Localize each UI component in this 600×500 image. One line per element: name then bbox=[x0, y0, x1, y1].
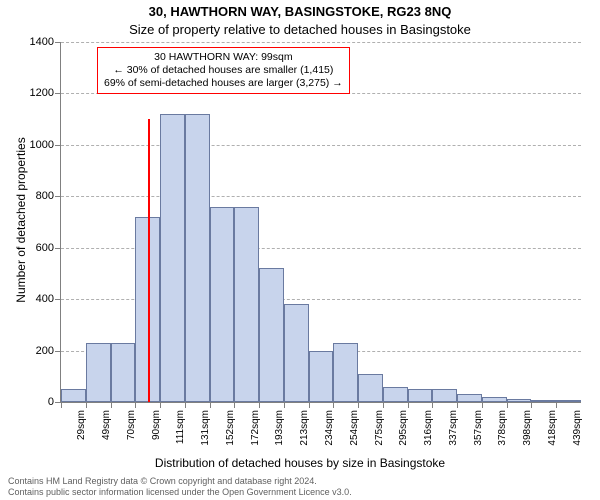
x-tick bbox=[383, 402, 384, 408]
x-tick-label: 378sqm bbox=[497, 410, 508, 460]
x-tick-label: 111sqm bbox=[175, 410, 186, 460]
grid-line bbox=[61, 42, 581, 43]
histogram-bar bbox=[259, 268, 284, 402]
x-tick bbox=[111, 402, 112, 408]
histogram-bar bbox=[358, 374, 383, 402]
x-tick bbox=[432, 402, 433, 408]
annotation-line3: 69% of semi-detached houses are larger (… bbox=[104, 77, 343, 90]
x-tick bbox=[284, 402, 285, 408]
marker-line bbox=[148, 119, 150, 402]
histogram-bar bbox=[86, 343, 111, 402]
x-tick-label: 152sqm bbox=[225, 410, 236, 460]
x-tick bbox=[482, 402, 483, 408]
y-tick-label: 200 bbox=[14, 346, 54, 357]
x-tick-label: 90sqm bbox=[151, 410, 162, 460]
x-tick-label: 193sqm bbox=[274, 410, 285, 460]
x-tick bbox=[185, 402, 186, 408]
title-main: 30, HAWTHORN WAY, BASINGSTOKE, RG23 8NQ bbox=[0, 4, 600, 19]
x-tick bbox=[333, 402, 334, 408]
histogram-bar bbox=[531, 400, 556, 402]
title-sub: Size of property relative to detached ho… bbox=[0, 22, 600, 37]
chart-container: 30, HAWTHORN WAY, BASINGSTOKE, RG23 8NQ … bbox=[0, 0, 600, 500]
y-tick-label: 600 bbox=[14, 243, 54, 254]
histogram-bar bbox=[408, 389, 433, 402]
histogram-bar bbox=[234, 207, 259, 402]
x-tick-label: 172sqm bbox=[250, 410, 261, 460]
histogram-bar bbox=[309, 351, 334, 402]
x-tick bbox=[309, 402, 310, 408]
annotation-line1: 30 HAWTHORN WAY: 99sqm bbox=[104, 51, 343, 64]
histogram-bar bbox=[507, 399, 532, 402]
footer-line2: Contains public sector information licen… bbox=[8, 487, 352, 498]
histogram-bar bbox=[457, 394, 482, 402]
annotation-line2: ← 30% of detached houses are smaller (1,… bbox=[104, 64, 343, 77]
x-tick-label: 70sqm bbox=[126, 410, 137, 460]
x-tick-label: 254sqm bbox=[349, 410, 360, 460]
x-tick-label: 131sqm bbox=[200, 410, 211, 460]
x-tick bbox=[61, 402, 62, 408]
plot-area bbox=[60, 42, 581, 403]
x-tick bbox=[86, 402, 87, 408]
y-tick bbox=[55, 93, 61, 94]
histogram-bar bbox=[111, 343, 136, 402]
x-tick bbox=[210, 402, 211, 408]
grid-line bbox=[61, 145, 581, 146]
histogram-bar bbox=[333, 343, 358, 402]
x-tick bbox=[160, 402, 161, 408]
x-tick-label: 337sqm bbox=[448, 410, 459, 460]
y-tick-label: 1400 bbox=[14, 37, 54, 48]
x-tick bbox=[556, 402, 557, 408]
x-tick-label: 29sqm bbox=[76, 410, 87, 460]
y-tick-label: 800 bbox=[14, 191, 54, 202]
x-tick-label: 49sqm bbox=[101, 410, 112, 460]
x-tick-label: 295sqm bbox=[398, 410, 409, 460]
y-tick-label: 400 bbox=[14, 294, 54, 305]
footer-line1: Contains HM Land Registry data © Crown c… bbox=[8, 476, 352, 487]
histogram-bar bbox=[284, 304, 309, 402]
y-tick bbox=[55, 299, 61, 300]
x-tick bbox=[408, 402, 409, 408]
histogram-bar bbox=[61, 389, 86, 402]
histogram-bar bbox=[432, 389, 457, 402]
histogram-bar bbox=[556, 400, 581, 402]
y-tick bbox=[55, 248, 61, 249]
y-tick bbox=[55, 145, 61, 146]
x-tick bbox=[135, 402, 136, 408]
x-tick-label: 316sqm bbox=[423, 410, 434, 460]
y-tick-label: 1200 bbox=[14, 88, 54, 99]
x-tick-label: 213sqm bbox=[299, 410, 310, 460]
x-tick bbox=[234, 402, 235, 408]
y-tick bbox=[55, 42, 61, 43]
x-tick bbox=[457, 402, 458, 408]
histogram-bar bbox=[185, 114, 210, 402]
y-tick bbox=[55, 196, 61, 197]
annotation-box: 30 HAWTHORN WAY: 99sqm ← 30% of detached… bbox=[97, 47, 350, 94]
x-tick bbox=[259, 402, 260, 408]
x-tick-label: 418sqm bbox=[547, 410, 558, 460]
x-tick-label: 234sqm bbox=[324, 410, 335, 460]
y-tick-label: 1000 bbox=[14, 140, 54, 151]
histogram-bar bbox=[482, 397, 507, 402]
x-tick bbox=[358, 402, 359, 408]
y-tick-label: 0 bbox=[14, 397, 54, 408]
x-tick-label: 275sqm bbox=[374, 410, 385, 460]
x-tick bbox=[531, 402, 532, 408]
grid-line bbox=[61, 196, 581, 197]
y-tick bbox=[55, 351, 61, 352]
histogram-bar bbox=[210, 207, 235, 402]
x-tick-label: 398sqm bbox=[522, 410, 533, 460]
x-tick-label: 357sqm bbox=[473, 410, 484, 460]
x-tick bbox=[507, 402, 508, 408]
histogram-bar bbox=[160, 114, 185, 402]
x-tick-label: 439sqm bbox=[572, 410, 583, 460]
footer: Contains HM Land Registry data © Crown c… bbox=[8, 476, 352, 498]
histogram-bar bbox=[383, 387, 408, 402]
